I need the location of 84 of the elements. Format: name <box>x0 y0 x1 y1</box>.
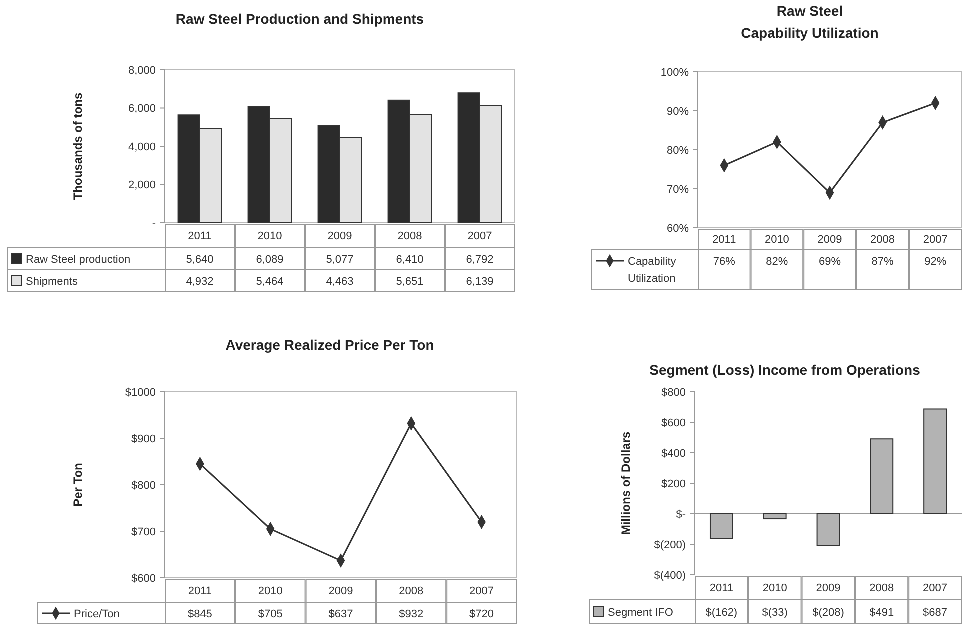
x-tick-label: 2011 <box>188 230 212 242</box>
data-label: 82% <box>766 256 788 268</box>
data-label: 92% <box>924 256 947 268</box>
y-tick-label: $800 <box>662 386 686 399</box>
y-tick-label: 60% <box>666 222 690 235</box>
bar <box>924 408 948 514</box>
data-label: $491 <box>870 606 894 619</box>
y-tick-label: $200 <box>662 478 686 490</box>
x-tick-label: 2008 <box>870 582 894 594</box>
x-tick-label: 2008 <box>398 230 422 242</box>
x-tick-label: 2011 <box>712 234 736 246</box>
y-tick-label: 100% <box>660 66 690 79</box>
x-tick-label: 2009 <box>816 582 841 594</box>
x-tick-label: 2007 <box>923 234 948 246</box>
data-label: $637 <box>328 608 354 620</box>
y-tick-label: $400 <box>662 448 686 460</box>
y-tick-label: $1000 <box>125 386 156 399</box>
legend-label: Raw Steel production <box>26 254 131 266</box>
data-label: 6,792 <box>466 254 494 266</box>
y-tick-label: $- <box>676 508 686 521</box>
data-label: 76% <box>713 256 736 268</box>
x-tick-label: 2009 <box>328 585 354 598</box>
y-tick-label: $600 <box>662 417 686 430</box>
y-tick-label: $(200) <box>654 539 686 552</box>
y-tick-label: 2,000 <box>128 180 156 192</box>
data-label: 4,463 <box>326 276 354 288</box>
x-tick-label: 2009 <box>328 230 352 242</box>
bar <box>710 514 734 540</box>
data-label: $720 <box>470 608 494 620</box>
y-tick-label: $700 <box>132 526 156 538</box>
data-label: 5,464 <box>256 276 284 288</box>
y-tick-label: 6,000 <box>128 103 156 116</box>
x-tick-label: 2009 <box>818 234 842 246</box>
bar <box>763 514 787 520</box>
bar <box>816 514 840 546</box>
data-label: 6,139 <box>466 276 494 288</box>
chart-title: Segment (Loss) Income from Operations <box>650 362 921 378</box>
chart-title: Average Realized Price Per Ton <box>226 337 434 353</box>
data-label: 6,410 <box>396 254 424 266</box>
legend-label: Segment IFO <box>608 606 674 619</box>
data-label: $705 <box>258 608 283 620</box>
y-axis-title: Thousands of tons <box>71 92 85 200</box>
data-label: $(208) <box>812 606 844 619</box>
x-tick-label: 2010 <box>258 585 283 598</box>
x-tick-label: 2007 <box>923 582 948 594</box>
y-tick-label: $800 <box>132 480 156 492</box>
legend-label: Shipments <box>26 276 78 288</box>
data-label: 6,089 <box>256 254 284 266</box>
chart-title: Raw Steel Capability Utilization <box>741 3 879 41</box>
y-tick-label: - <box>152 218 156 230</box>
y-tick-label: $900 <box>132 433 156 446</box>
y-tick-label: $600 <box>132 572 156 585</box>
data-label: $932 <box>399 608 424 620</box>
x-tick-label: 2011 <box>710 582 734 594</box>
x-tick-label: 2007 <box>468 230 492 242</box>
x-tick-label: 2008 <box>870 234 896 246</box>
x-tick-label: 2010 <box>762 582 788 594</box>
y-axis-title: Millions of Dollars <box>619 432 633 536</box>
data-label: $687 <box>923 606 948 619</box>
x-tick-label: 2011 <box>188 585 212 598</box>
data-label: $(162) <box>706 606 738 619</box>
bar <box>870 438 894 514</box>
data-label: 5,651 <box>396 276 424 288</box>
data-label: $(33) <box>762 606 788 619</box>
x-tick-label: 2010 <box>764 234 790 246</box>
chart-title: Raw Steel Production and Shipments <box>176 11 424 27</box>
data-label: 69% <box>818 256 842 268</box>
legend-label: Capability Utilization <box>628 256 677 285</box>
x-tick-label: 2008 <box>399 585 424 598</box>
data-label: 5,077 <box>326 254 354 266</box>
y-tick-label: 90% <box>666 106 690 118</box>
y-tick-label: 8,000 <box>128 64 156 77</box>
y-axis-title: Per Ton <box>71 463 85 507</box>
data-label: 4,932 <box>186 276 214 288</box>
y-tick-label: $(400) <box>654 570 686 582</box>
y-tick-label: 80% <box>666 144 690 157</box>
x-tick-label: 2007 <box>470 585 494 598</box>
y-tick-label: 70% <box>666 184 690 196</box>
legend-label: Price/Ton <box>74 608 120 620</box>
y-tick-label: 4,000 <box>128 141 156 154</box>
data-label: 87% <box>872 256 894 268</box>
data-label: $845 <box>188 608 212 620</box>
x-tick-label: 2010 <box>258 230 282 242</box>
data-label: 5,640 <box>186 254 214 266</box>
